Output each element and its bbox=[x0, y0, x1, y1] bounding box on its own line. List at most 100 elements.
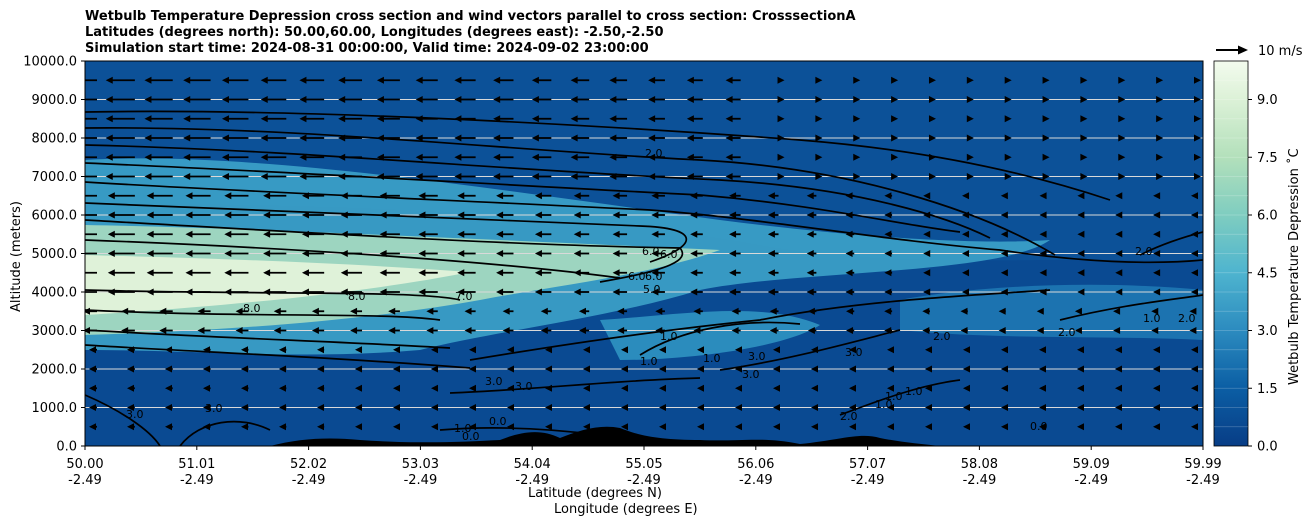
wind-vector bbox=[85, 307, 97, 315]
wind-vector bbox=[415, 96, 438, 103]
wind-vector bbox=[355, 404, 363, 411]
wind-vector bbox=[121, 307, 135, 315]
wind-vector bbox=[338, 96, 363, 103]
wind-vector bbox=[853, 96, 861, 103]
wind-vector bbox=[648, 115, 665, 123]
contour-label: 3.0 bbox=[748, 350, 766, 363]
wind-vector bbox=[534, 250, 552, 257]
wind-vector bbox=[507, 365, 514, 373]
wind-vector bbox=[891, 96, 899, 103]
wind-vector bbox=[493, 134, 514, 142]
contour-label: 6.0 bbox=[628, 270, 646, 283]
wind-vector bbox=[1156, 96, 1164, 103]
contour-line bbox=[85, 309, 441, 321]
wind-vector bbox=[183, 153, 211, 161]
contour-label: 2.0 bbox=[840, 410, 858, 423]
wind-vector bbox=[570, 96, 590, 103]
wind-vector bbox=[146, 192, 173, 200]
wind-vector bbox=[811, 346, 818, 354]
y-tick-label: 6000.0 bbox=[32, 209, 78, 224]
wind-vector bbox=[279, 404, 287, 411]
wind-vector bbox=[583, 404, 590, 411]
chart-title-line-3: Simulation start time: 2024-08-31 00:00:… bbox=[85, 41, 649, 56]
wind-vector bbox=[777, 76, 785, 84]
contour-line bbox=[85, 394, 161, 446]
wind-vector bbox=[127, 346, 135, 354]
wind-vector bbox=[545, 365, 552, 373]
wind-vector bbox=[570, 173, 590, 180]
wind-vector bbox=[1153, 346, 1160, 354]
wind-vector bbox=[89, 365, 97, 373]
wind-vector bbox=[203, 346, 211, 354]
wind-vector bbox=[845, 269, 855, 277]
wind-vector bbox=[431, 346, 438, 354]
wind-vector bbox=[1080, 153, 1088, 161]
wind-vector bbox=[1115, 211, 1123, 219]
wind-vector bbox=[1039, 230, 1047, 238]
wind-vector bbox=[431, 365, 438, 373]
wind-vector bbox=[777, 153, 785, 161]
wind-vector bbox=[1153, 230, 1161, 238]
wind-vector bbox=[815, 96, 823, 103]
wind-vector bbox=[648, 173, 665, 180]
contour-line bbox=[85, 110, 1111, 201]
wind-vector bbox=[165, 346, 173, 354]
wind-vector bbox=[203, 404, 211, 411]
wind-vector bbox=[1118, 134, 1126, 142]
wind-vector bbox=[845, 192, 855, 200]
x-tick-label-lon: -2.49 bbox=[963, 473, 997, 488]
wind-vector bbox=[1191, 288, 1198, 296]
wind-vector bbox=[966, 115, 974, 123]
wind-vector bbox=[379, 250, 400, 257]
wind-vector bbox=[697, 423, 704, 431]
wind-vector bbox=[806, 250, 817, 257]
contour-line bbox=[449, 377, 701, 394]
wind-vector bbox=[1153, 404, 1160, 411]
wind-vector bbox=[773, 365, 780, 373]
contour-line bbox=[179, 420, 271, 446]
contour-label: 0.0 bbox=[462, 430, 480, 443]
wind-vector bbox=[659, 384, 666, 392]
wind-vector bbox=[884, 192, 893, 200]
wind-vector bbox=[454, 96, 476, 103]
x-tick-label-lat: 52.02 bbox=[290, 457, 327, 472]
wind-vector bbox=[966, 173, 974, 180]
wind-vector bbox=[301, 250, 325, 257]
colorbar-tick-label: 4.5 bbox=[1257, 266, 1278, 281]
wind-vector bbox=[241, 404, 249, 411]
wind-vector bbox=[338, 76, 363, 84]
wind-vector bbox=[1189, 327, 1197, 334]
wind-vector bbox=[105, 153, 135, 161]
wind-vector bbox=[922, 307, 930, 315]
wind-vector bbox=[350, 307, 363, 315]
y-tick-label: 7000.0 bbox=[32, 170, 78, 185]
wind-vector bbox=[578, 327, 590, 334]
x-axis-label-longitude: Longitude (degrees E) bbox=[554, 502, 698, 517]
wind-vector bbox=[146, 288, 173, 296]
wind-vector bbox=[583, 346, 590, 354]
wind-vector bbox=[928, 96, 936, 103]
wind-vector bbox=[609, 96, 628, 103]
contour-label: 2.0 bbox=[933, 330, 951, 343]
wind-vector bbox=[379, 288, 400, 296]
wind-vector bbox=[1118, 96, 1126, 103]
wind-vector bbox=[1118, 173, 1126, 180]
wind-vector bbox=[815, 76, 823, 84]
contour-label: 1.0 bbox=[1143, 312, 1161, 325]
wind-vector bbox=[203, 384, 211, 392]
wind-vector bbox=[376, 96, 400, 103]
wind-vector bbox=[418, 269, 438, 277]
wind-vector bbox=[609, 115, 628, 123]
wind-vector bbox=[923, 250, 931, 257]
wind-vector bbox=[1191, 230, 1198, 238]
wind-vector bbox=[496, 230, 514, 238]
wind-vector bbox=[431, 423, 438, 431]
wind-vector bbox=[1004, 76, 1012, 84]
wind-vector bbox=[806, 269, 817, 277]
wind-vector bbox=[1115, 269, 1123, 277]
wind-vector bbox=[301, 230, 325, 238]
wind-vector bbox=[963, 423, 970, 431]
wind-vector bbox=[260, 153, 287, 161]
wind-vector bbox=[464, 307, 476, 315]
